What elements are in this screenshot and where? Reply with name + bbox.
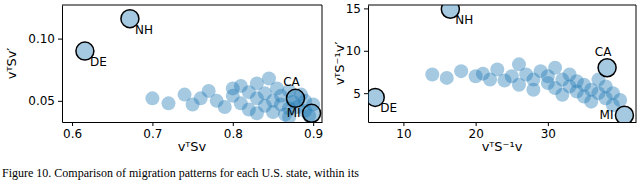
x-tick-mark xyxy=(313,122,314,126)
point-label: CA xyxy=(595,45,612,59)
right-spine xyxy=(636,5,637,122)
point xyxy=(234,79,248,93)
y-tick-label: 0.10 xyxy=(28,32,55,46)
y-tick-label: 5 xyxy=(353,87,361,101)
x-tick-mark xyxy=(476,122,477,126)
point xyxy=(425,68,439,82)
x-tick-mark xyxy=(72,122,73,126)
point xyxy=(250,106,264,120)
y-axis: 0.05 0.10 xyxy=(28,6,62,123)
x-tick-mark xyxy=(152,122,153,126)
y-tick-mark xyxy=(58,101,62,102)
point xyxy=(454,64,468,78)
scatter-panel: 10 20 30 5 10 15 NH DE CA MI vᵀS⁻¹v vᵀS⁻¹v′ xyxy=(332,0,637,154)
top-spine xyxy=(368,5,636,6)
x-tick: 0.6 xyxy=(63,122,82,141)
x-axis: 0.6 0.7 0.8 0.9 xyxy=(63,122,324,141)
x-tick: 0.9 xyxy=(304,122,323,141)
point xyxy=(440,71,454,85)
top-spine xyxy=(62,5,322,6)
x-axis-line xyxy=(369,122,637,123)
x-tick-mark xyxy=(233,122,234,126)
y-tick-mark xyxy=(58,39,62,40)
point xyxy=(615,106,633,122)
point-label: CA xyxy=(283,75,300,89)
point xyxy=(613,93,627,107)
y-axis-line xyxy=(62,6,63,123)
x-tick-label: 0.7 xyxy=(143,127,162,141)
point xyxy=(262,71,276,85)
y-tick: 5 xyxy=(353,87,368,101)
point-label: DE xyxy=(90,55,107,69)
x-axis-title: vᵀS⁻¹v xyxy=(482,139,523,154)
x-tick-label: 30 xyxy=(541,127,556,141)
y-tick-mark xyxy=(364,93,368,94)
point xyxy=(548,61,562,75)
x-tick: 30 xyxy=(541,122,556,141)
point xyxy=(598,59,616,77)
point xyxy=(218,100,232,114)
x-tick: 20 xyxy=(468,122,483,141)
scatter-panel: 0.6 0.7 0.8 0.9 0.05 0.10 NH DE CA MI vᵀSv vᵀSv′ xyxy=(4,5,323,154)
x-tick-mark xyxy=(403,122,404,126)
point-label: DE xyxy=(380,101,397,115)
x-tick: 0.7 xyxy=(143,122,162,141)
point xyxy=(161,96,175,110)
y-tick-label: 10 xyxy=(346,44,361,58)
y-tick: 15 xyxy=(346,2,368,16)
x-tick-mark xyxy=(548,122,549,126)
x-axis: 10 20 30 xyxy=(369,122,637,141)
x-axis-line xyxy=(63,122,323,123)
y-tick-mark xyxy=(364,8,368,9)
points xyxy=(76,10,321,122)
y-tick-label: 15 xyxy=(346,2,361,16)
x-tick-label: 10 xyxy=(396,127,411,141)
x-axis-title: vᵀSv xyxy=(178,139,207,154)
point-label: NH xyxy=(455,13,473,27)
x-tick: 0.8 xyxy=(224,122,243,141)
y-tick: 0.05 xyxy=(28,94,62,108)
x-tick-label: 0.6 xyxy=(63,127,82,141)
y-tick: 10 xyxy=(346,44,368,58)
figure: 0.6 0.7 0.8 0.9 0.05 0.10 NH DE CA MI vᵀSv vᵀSv′ 10 2… xyxy=(0,0,640,182)
point-label: NH xyxy=(135,23,153,37)
x-tick-label: 0.9 xyxy=(304,127,323,141)
caption: Figure 10. Comparison of migration patte… xyxy=(2,166,359,180)
point-label: MI xyxy=(287,106,301,120)
point xyxy=(526,83,540,97)
points xyxy=(368,5,633,122)
x-tick: 10 xyxy=(396,122,411,141)
y-axis-title: vᵀS⁻¹v′ xyxy=(332,42,347,86)
y-axis-title: vᵀSv′ xyxy=(4,48,19,80)
y-tick: 0.10 xyxy=(28,32,62,46)
y-tick-label: 0.05 xyxy=(28,94,55,108)
y-axis: 5 10 15 xyxy=(346,2,369,123)
y-axis-line xyxy=(368,6,369,123)
y-tick-mark xyxy=(364,51,368,52)
point xyxy=(303,104,321,122)
right-spine xyxy=(322,5,323,122)
point xyxy=(194,91,208,105)
point xyxy=(286,89,304,107)
point-label: MI xyxy=(600,108,614,122)
point xyxy=(145,91,159,105)
x-tick-label: 0.8 xyxy=(224,127,243,141)
